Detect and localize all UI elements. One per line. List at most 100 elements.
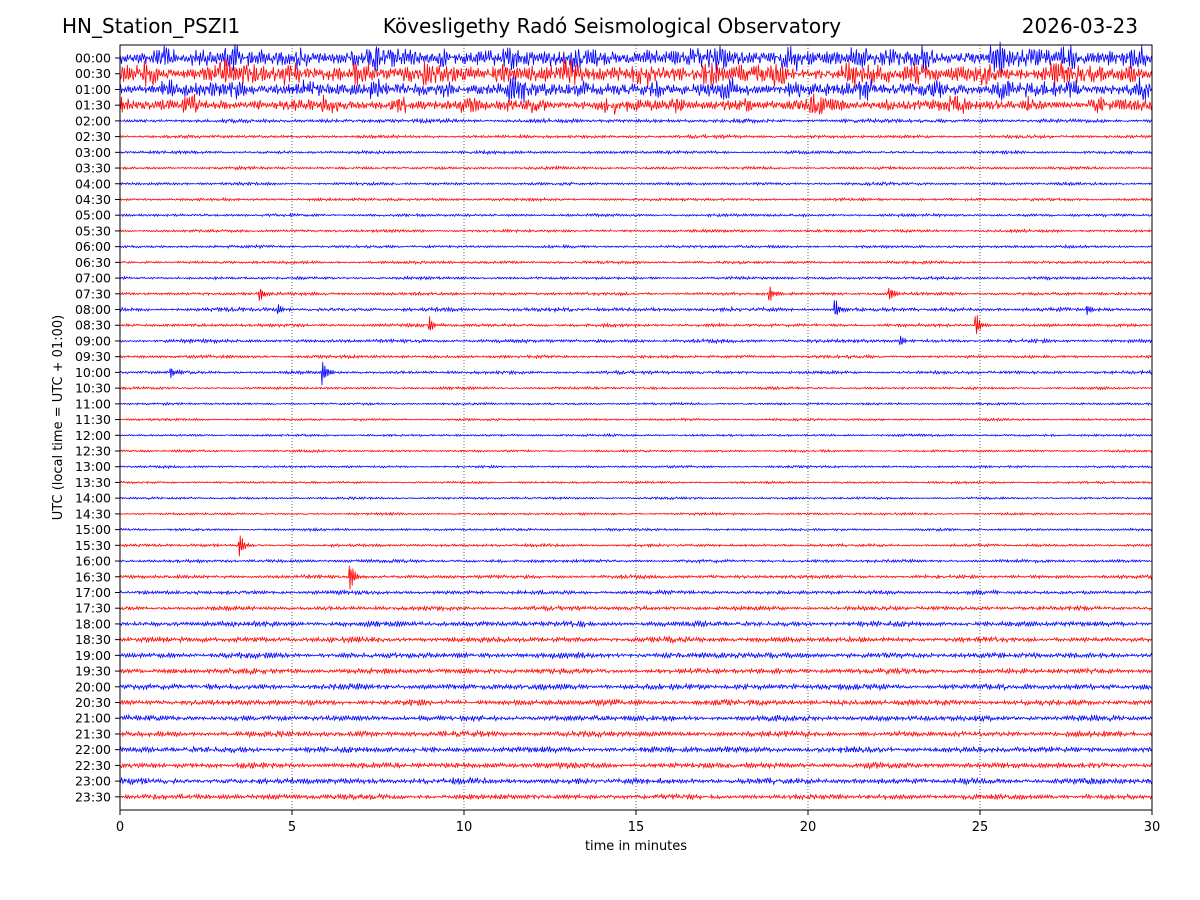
station-name: HN_Station_PSZI1	[62, 14, 241, 38]
y-tick-label: 15:30	[75, 538, 111, 553]
trace-0930	[119, 353, 1153, 360]
trace-2030	[119, 698, 1153, 707]
y-tick-label: 07:30	[75, 286, 111, 301]
trace-0000	[119, 41, 1153, 74]
x-axis-label: time in minutes	[585, 839, 687, 854]
y-tick-label: 09:00	[75, 333, 111, 348]
trace-2100	[119, 713, 1153, 723]
trace-0430	[119, 196, 1152, 203]
trace-0100	[119, 76, 1153, 104]
trace-0600	[119, 243, 1153, 250]
trace-1200	[119, 432, 1153, 438]
trace-0400	[119, 181, 1153, 187]
y-tick-label: 14:30	[75, 506, 111, 521]
x-tick-label: 5	[288, 820, 296, 835]
y-tick-label: 21:30	[75, 726, 111, 741]
traces	[119, 41, 1153, 801]
y-tick-label: 08:00	[75, 302, 111, 317]
chart-title: Kövesligethy Radó Seismological Observat…	[382, 14, 842, 38]
x-tick-label: 30	[1144, 820, 1161, 835]
y-tick-label: 17:00	[75, 585, 111, 600]
y-tick-label: 06:30	[75, 255, 111, 270]
trace-0630	[119, 259, 1153, 266]
y-tick-label: 12:30	[75, 444, 111, 459]
trace-2130	[119, 729, 1153, 739]
trace-1630	[119, 565, 1153, 590]
y-tick-label: 13:00	[75, 459, 111, 474]
trace-0900	[119, 335, 1153, 346]
y-tick-label: 01:30	[75, 98, 111, 113]
x-tick-label: 10	[456, 820, 473, 835]
y-tick-label: 15:00	[75, 522, 111, 537]
trace-1100	[119, 401, 1153, 407]
y-tick-label: 00:00	[75, 51, 111, 66]
trace-2230	[119, 761, 1153, 770]
y-tick-label: 02:00	[75, 113, 111, 128]
y-tick-label: 00:30	[75, 66, 111, 81]
trace-1530	[119, 535, 1153, 557]
trace-1400	[119, 495, 1153, 501]
trace-0030	[119, 58, 1153, 88]
trace-0230	[119, 133, 1153, 140]
x-axis: 0 5 10 15 20 25 30	[116, 810, 1160, 835]
x-tick-label: 20	[800, 820, 817, 835]
trace-0500	[119, 212, 1153, 218]
x-tick-label: 15	[628, 820, 645, 835]
trace-2000	[119, 682, 1153, 692]
y-tick-label: 12:00	[75, 428, 111, 443]
y-tick-label: 11:00	[75, 396, 111, 411]
y-tick-label: 06:00	[75, 239, 111, 254]
y-tick-label: 18:30	[75, 632, 111, 647]
y-tick-label: 23:30	[75, 789, 111, 804]
y-tick-label: 10:30	[75, 381, 111, 396]
y-tick-label: 16:30	[75, 569, 111, 584]
trace-1700	[119, 588, 1153, 596]
y-tick-label: 21:00	[75, 711, 111, 726]
trace-1730	[119, 604, 1153, 613]
y-tick-label: 08:30	[75, 318, 111, 333]
trace-1130	[119, 417, 1153, 423]
y-tick-label: 05:30	[75, 223, 111, 238]
trace-1430	[120, 511, 1152, 517]
grid	[291, 45, 981, 810]
trace-0530	[119, 228, 1153, 234]
trace-1800	[119, 619, 1153, 629]
y-tick-label: 13:30	[75, 475, 111, 490]
y-tick-label: 01:00	[75, 82, 111, 97]
trace-0800	[119, 299, 1153, 316]
y-tick-label: 04:00	[75, 176, 111, 191]
y-tick-label: 04:30	[75, 192, 111, 207]
trace-2200	[119, 745, 1153, 755]
trace-2300	[119, 776, 1153, 786]
x-tick-label: 25	[972, 820, 989, 835]
trace-2330	[119, 792, 1153, 801]
y-tick-label: 20:30	[75, 695, 111, 710]
trace-0200	[119, 117, 1153, 125]
x-tick-label: 0	[116, 820, 124, 835]
trace-0130	[119, 93, 1153, 115]
trace-0700	[119, 275, 1153, 281]
y-tick-label: 18:00	[75, 616, 111, 631]
y-tick-label: 19:00	[75, 648, 111, 663]
y-tick-label: 20:00	[75, 679, 111, 694]
y-tick-label: 03:30	[75, 161, 111, 176]
y-axis-label: UTC (local time = UTC + 01:00)	[51, 315, 66, 520]
trace-0830	[119, 315, 1153, 335]
y-tick-label: 14:00	[75, 491, 111, 506]
y-tick-label: 22:30	[75, 758, 111, 773]
y-tick-label: 16:00	[75, 554, 111, 569]
trace-1500	[119, 527, 1153, 533]
y-tick-label: 07:00	[75, 271, 111, 286]
trace-1230	[119, 448, 1153, 454]
y-tick-label: 09:30	[75, 349, 111, 364]
trace-0330	[119, 165, 1153, 171]
y-tick-label: 02:30	[75, 129, 111, 144]
trace-1600	[119, 558, 1153, 565]
trace-1000	[119, 361, 1153, 386]
y-axis: 00:0000:3001:0001:3002:0002:3003:0003:30…	[75, 51, 120, 804]
trace-1030	[119, 385, 1153, 391]
y-tick-label: 03:00	[75, 145, 111, 160]
y-tick-label: 17:30	[75, 601, 111, 616]
y-tick-label: 05:00	[75, 208, 111, 223]
